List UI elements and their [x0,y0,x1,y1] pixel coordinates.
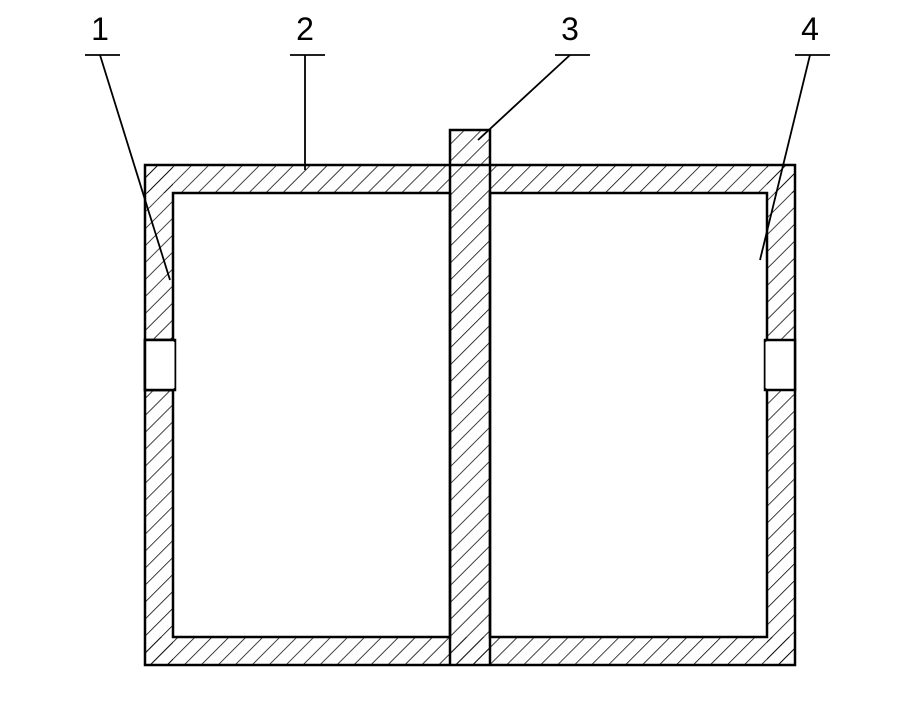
wall-hatching [145,130,795,665]
label-1: 1 [91,11,109,47]
labels: 1 2 3 4 [91,11,819,47]
label-3: 3 [561,11,579,47]
label-2: 2 [296,11,314,47]
technical-diagram: 1 2 3 4 [0,0,915,714]
diagram-svg: 1 2 3 4 [0,0,915,714]
label-4: 4 [801,11,819,47]
